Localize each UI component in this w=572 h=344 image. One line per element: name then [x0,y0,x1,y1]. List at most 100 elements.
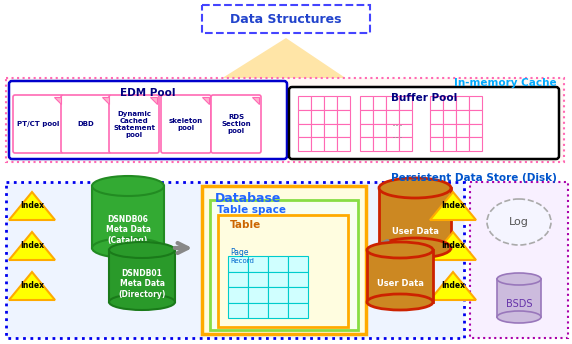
Bar [430,123,443,137]
Bar [360,123,373,137]
Polygon shape [9,272,55,300]
Text: Index: Index [20,241,44,250]
Text: DBD: DBD [78,121,94,127]
Ellipse shape [367,294,433,310]
Bar [248,271,268,287]
Bar [218,215,348,327]
Bar [430,110,443,123]
Bar [228,256,248,271]
Bar [456,110,469,123]
Bar [337,123,350,137]
Text: User Data: User Data [376,279,423,289]
Bar [228,302,248,318]
Text: PT/CT pool: PT/CT pool [17,121,59,127]
Text: Page: Page [230,248,248,257]
Ellipse shape [497,273,541,285]
Bar [298,96,311,110]
Text: Record: Record [230,258,254,264]
Bar [337,110,350,123]
Bar [210,200,358,330]
Bar [288,287,308,302]
Bar [202,5,370,33]
Ellipse shape [109,294,175,310]
Bar [228,287,248,302]
Bar [298,123,311,137]
Bar [399,96,412,110]
Polygon shape [9,232,55,260]
Ellipse shape [109,242,175,258]
Bar [373,137,386,151]
FancyBboxPatch shape [289,87,559,159]
Bar [430,96,443,110]
Ellipse shape [487,199,551,245]
Text: Database: Database [215,192,281,205]
Bar [324,110,337,123]
Bar [469,123,482,137]
Bar [386,110,399,123]
Bar [288,256,308,271]
Bar [469,137,482,151]
Text: BSDS: BSDS [506,299,533,309]
Ellipse shape [92,238,164,258]
Bar [311,137,324,151]
Polygon shape [102,97,109,104]
FancyBboxPatch shape [109,95,159,153]
Bar [268,302,288,318]
Text: Index: Index [441,202,465,211]
Bar [456,137,469,151]
Bar [311,123,324,137]
Text: Table space: Table space [217,205,287,215]
Bar [202,186,366,334]
Bar [469,110,482,123]
Ellipse shape [497,311,541,323]
Bar [311,110,324,123]
FancyBboxPatch shape [13,95,63,153]
Bar [373,123,386,137]
Bar [288,271,308,287]
Polygon shape [252,97,259,104]
Bar [109,250,175,302]
Text: Buffer Pool: Buffer Pool [391,93,457,103]
Bar [268,271,288,287]
Polygon shape [430,272,476,300]
Text: Index: Index [20,202,44,211]
Text: In-memory Cache: In-memory Cache [454,78,557,88]
Bar [399,123,412,137]
Bar [386,123,399,137]
Bar [456,123,469,137]
Bar [248,302,268,318]
Text: EDM Pool: EDM Pool [120,88,176,98]
Text: DSNDB06
Meta Data
(Catalog): DSNDB06 Meta Data (Catalog) [105,215,150,245]
Bar [430,137,443,151]
Bar [386,137,399,151]
Bar [248,287,268,302]
Bar [373,110,386,123]
Text: ...: ... [392,128,404,140]
Bar [399,137,412,151]
Text: RDS
Section
pool: RDS Section pool [221,114,251,134]
Bar [298,110,311,123]
FancyBboxPatch shape [161,95,211,153]
Bar [228,271,248,287]
Bar [337,96,350,110]
Bar [456,96,469,110]
Ellipse shape [367,242,433,258]
FancyBboxPatch shape [9,81,287,159]
Bar [373,96,386,110]
Ellipse shape [379,238,451,258]
Bar [6,182,464,338]
Bar [268,256,288,271]
Bar [443,123,456,137]
Bar [360,137,373,151]
Polygon shape [150,97,157,104]
Polygon shape [430,232,476,260]
Polygon shape [100,38,460,155]
Bar [443,110,456,123]
Bar [379,188,451,248]
Bar [324,123,337,137]
Bar [443,96,456,110]
Text: Persistent Data Store (Disk): Persistent Data Store (Disk) [391,173,557,183]
Text: Dynamic
Cached
Statement
pool: Dynamic Cached Statement pool [113,110,155,138]
Ellipse shape [92,176,164,196]
Polygon shape [54,97,61,104]
